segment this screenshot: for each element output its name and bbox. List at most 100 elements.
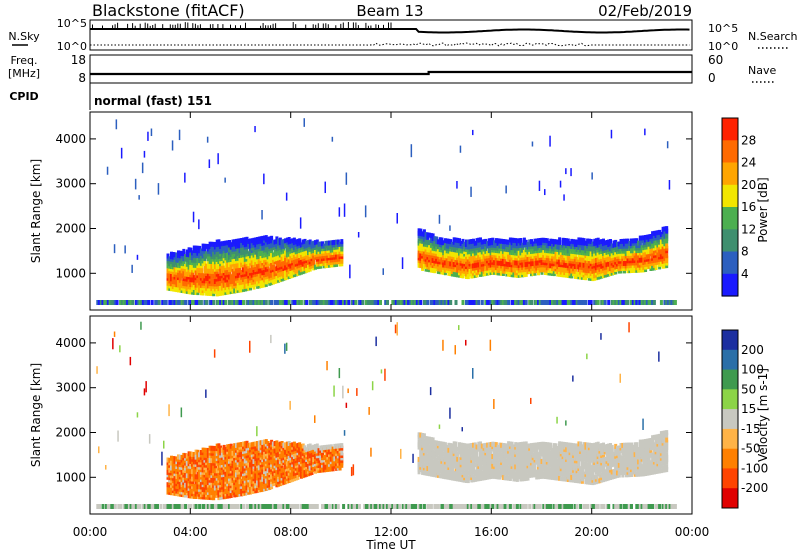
noise-cell — [324, 181, 326, 194]
ground-cell — [212, 300, 216, 305]
noise-cell — [115, 119, 118, 130]
echo-cell — [215, 239, 219, 245]
ground-cell — [138, 300, 142, 305]
noise-cell — [134, 178, 137, 190]
ground-cell — [101, 504, 105, 509]
noise-sky-series — [90, 28, 690, 34]
echo-cell — [208, 258, 212, 264]
echo-cell — [205, 283, 209, 289]
noise-cell — [449, 225, 451, 231]
echo-cell — [192, 289, 196, 295]
echo-cell — [233, 239, 237, 245]
ground-cell — [194, 504, 198, 509]
colorbar-tick-label: 24 — [741, 156, 756, 170]
echo-cell — [233, 288, 237, 294]
echo-cell — [203, 243, 207, 249]
echo-cell — [236, 243, 240, 249]
echo-cell — [170, 251, 173, 257]
ground-cell — [98, 300, 101, 305]
ground-cell — [138, 504, 142, 509]
colorbar-segment — [722, 207, 738, 230]
echo-cell — [228, 240, 231, 245]
noise-cell — [143, 388, 146, 396]
ground-cell — [199, 300, 203, 305]
ground-cell — [159, 504, 163, 509]
echo-cell — [168, 256, 172, 262]
freq-unit-label: [MHz] — [8, 67, 40, 80]
ground-cell — [222, 300, 226, 305]
ground-cell — [120, 300, 124, 305]
echo-cell — [194, 270, 198, 276]
noise-right-tick-bottom: 10^0 — [708, 40, 738, 53]
nave-tick-0: 0 — [708, 71, 716, 85]
echo-cell — [220, 241, 224, 247]
noise-cell — [456, 181, 458, 189]
ground-cell — [126, 300, 130, 305]
noise-cell — [668, 180, 671, 190]
echo-cell — [665, 243, 669, 249]
echo-cell — [226, 265, 230, 270]
echo-cell — [240, 270, 244, 275]
noise-cell — [143, 150, 146, 158]
echo-cell — [242, 284, 245, 290]
noise-panel-frame — [89, 19, 693, 51]
noise-left-tick-top: 10^5 — [57, 17, 87, 30]
noise-cell — [303, 118, 305, 127]
noise-panel: N.Sky 10^5 10^0 10^5 10^0 N.Search — [8, 17, 797, 53]
noise-cell — [168, 404, 170, 417]
ground-cell — [119, 300, 123, 305]
echo-cell — [201, 251, 205, 256]
ground-cell — [299, 300, 303, 305]
echo-cell — [212, 241, 216, 247]
noise-cell — [113, 244, 116, 254]
noise-cell — [192, 211, 195, 223]
ground-cell — [461, 300, 465, 305]
ground-cell — [170, 300, 173, 305]
noise-cell — [213, 349, 216, 358]
ground-cell — [177, 300, 180, 305]
noise-cell — [459, 145, 462, 153]
ground-cell — [240, 300, 244, 305]
noise-cell — [349, 264, 351, 279]
ground-cell — [99, 300, 103, 305]
noise-cell — [178, 129, 181, 141]
echo-cell — [199, 248, 203, 254]
noise-cell — [531, 141, 534, 147]
noise-cell — [113, 331, 116, 337]
ground-cell — [652, 300, 656, 305]
noise-cell — [270, 334, 272, 344]
ground-cell — [215, 300, 219, 305]
echo-cell — [236, 273, 240, 279]
ground-cell — [163, 300, 166, 305]
echo-cell — [231, 259, 235, 265]
ground-cell — [119, 504, 123, 509]
echo-cell — [665, 226, 669, 232]
ground-cell — [187, 300, 191, 305]
ground-cell — [659, 300, 663, 305]
ground-cell — [189, 300, 193, 305]
echo-cell — [178, 270, 182, 276]
echo-cell — [519, 238, 523, 243]
echo-cell — [665, 253, 669, 259]
noise-cell — [410, 144, 413, 158]
echo-cell — [180, 273, 184, 279]
ground-cell — [184, 300, 188, 305]
ground-cell — [235, 300, 238, 305]
echo-cell — [210, 246, 214, 252]
ground-cell — [156, 300, 159, 305]
colorbar-segment — [722, 273, 738, 297]
echo-cell — [231, 269, 235, 274]
ground-cell — [205, 300, 209, 305]
noise-sky-spikes — [92, 22, 392, 29]
noise-cell — [401, 257, 404, 269]
echo-cell — [222, 240, 226, 246]
echo-cell — [210, 241, 214, 247]
echo-cell — [173, 259, 177, 265]
station-title: Blackstone (fitACF) — [92, 1, 245, 20]
noise-cell — [382, 268, 384, 275]
echo-cell — [238, 262, 242, 268]
echo-cell — [196, 282, 200, 288]
noise-cell — [206, 136, 209, 143]
echo-cell — [185, 276, 189, 282]
noise-cell — [145, 381, 147, 393]
